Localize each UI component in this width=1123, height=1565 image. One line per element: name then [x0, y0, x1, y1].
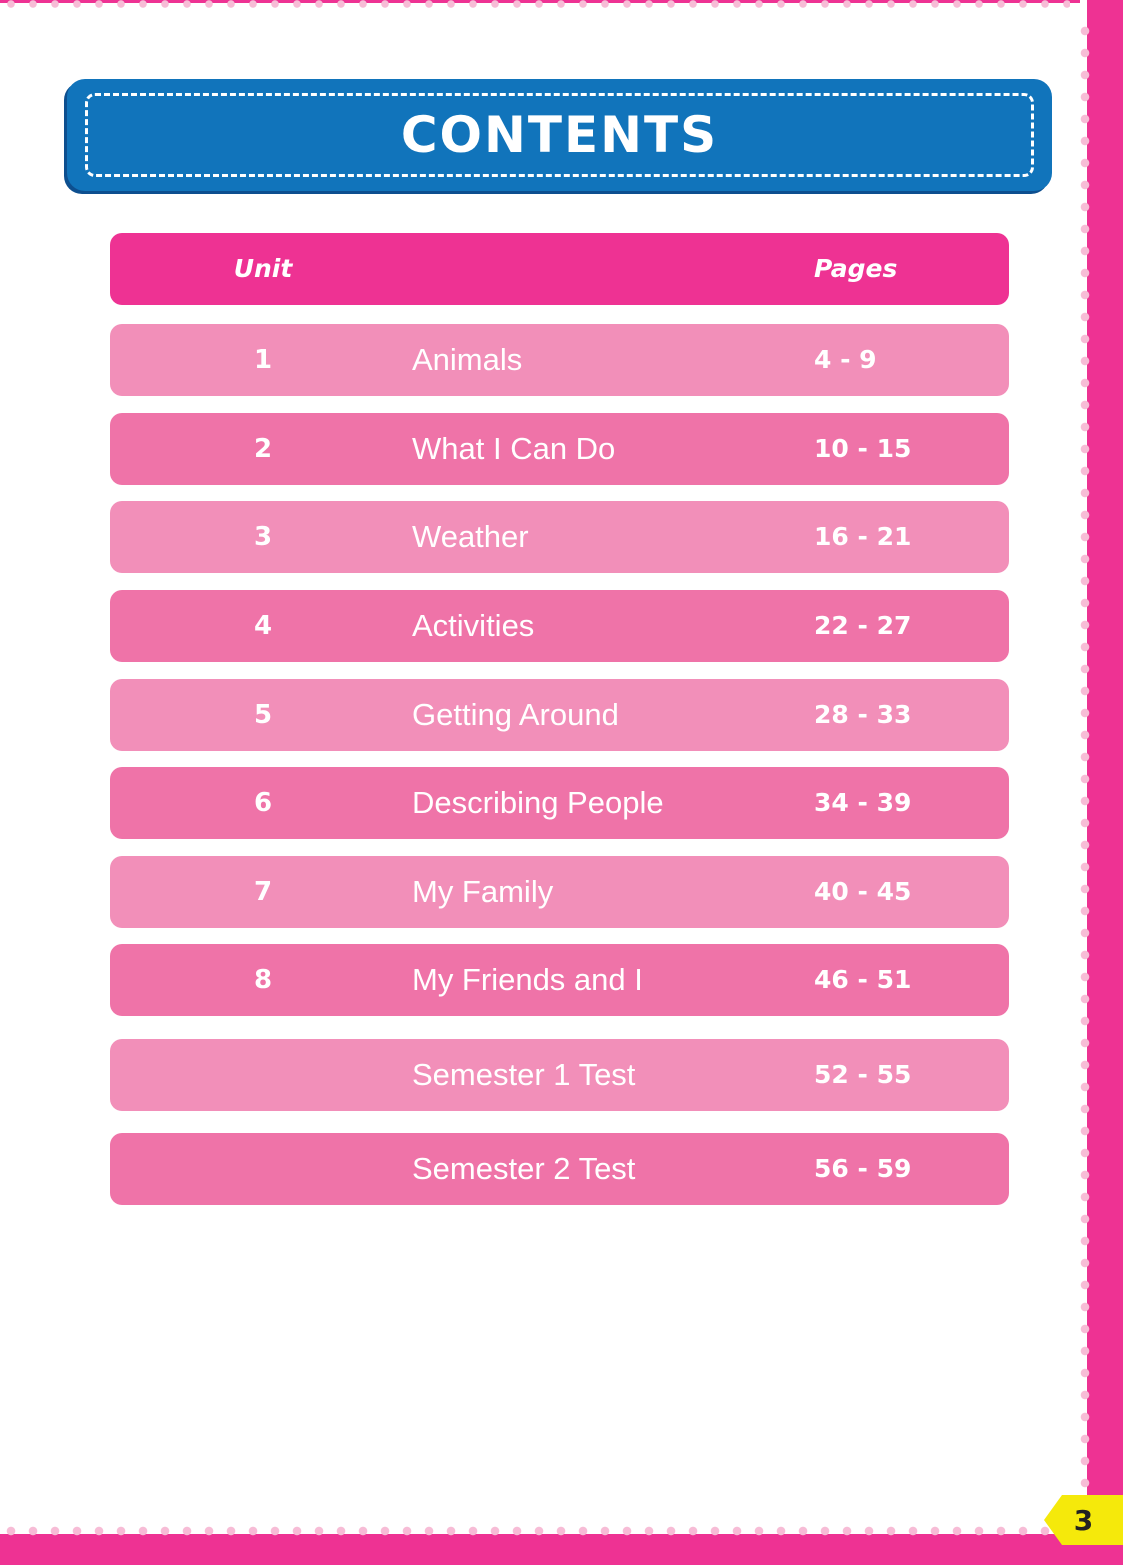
page-range: 22 - 27	[814, 611, 912, 640]
header-pages: Pages	[814, 254, 898, 283]
unit-number: 6	[253, 788, 273, 818]
unit-title: Semester 1 Test	[412, 1057, 636, 1092]
unit-title: Activities	[412, 608, 535, 643]
unit-number: 8	[253, 965, 273, 995]
unit-number: 5	[253, 700, 273, 730]
page-range: 28 - 33	[814, 700, 912, 729]
top-dotted-border	[0, 0, 1070, 8]
table-row: 4 Activities 22 - 27	[110, 590, 1009, 662]
unit-title: My Family	[412, 874, 554, 909]
unit-number: 1	[253, 345, 273, 375]
page-number-badge: 3	[1044, 1495, 1123, 1545]
page-title: CONTENTS	[400, 106, 719, 164]
page-range: 16 - 21	[814, 522, 912, 551]
table-row: 2 What I Can Do 10 - 15	[110, 413, 1009, 485]
unit-title: Semester 2 Test	[412, 1151, 636, 1186]
page-range: 46 - 51	[814, 965, 912, 994]
unit-title: Describing People	[412, 785, 664, 820]
table-row: Semester 2 Test 56 - 59	[110, 1133, 1009, 1205]
unit-number: 7	[253, 877, 273, 907]
bottom-dotted-border	[0, 1526, 1085, 1536]
table-row: Semester 1 Test 52 - 55	[110, 1039, 1009, 1111]
unit-title: My Friends and I	[412, 962, 643, 997]
unit-number	[110, 1133, 416, 1205]
unit-number: 3	[253, 522, 273, 552]
unit-number: 2	[253, 434, 273, 464]
page-range: 34 - 39	[814, 788, 912, 817]
unit-number: 4	[253, 611, 273, 641]
unit-title: What I Can Do	[412, 431, 616, 466]
table-row: 6 Describing People 34 - 39	[110, 767, 1009, 839]
page-range: 4 - 9	[814, 345, 877, 374]
right-dotted-border	[1080, 20, 1090, 1535]
page-range: 40 - 45	[814, 877, 912, 906]
page-range: 56 - 59	[814, 1154, 912, 1183]
unit-title: Getting Around	[412, 697, 619, 732]
table-row: 8 My Friends and I 46 - 51	[110, 944, 1009, 1016]
page-number: 3	[1073, 1503, 1094, 1537]
table-row: 5 Getting Around 28 - 33	[110, 679, 1009, 751]
contents-banner: CONTENTS	[67, 79, 1052, 191]
table-row: 3 Weather 16 - 21	[110, 501, 1009, 573]
right-border	[1087, 0, 1123, 1565]
unit-number	[110, 1039, 416, 1111]
table-row: 1 Animals 4 - 9	[110, 324, 1009, 396]
page-range: 10 - 15	[814, 434, 912, 463]
table-row: 7 My Family 40 - 45	[110, 856, 1009, 928]
banner-dashed-frame: CONTENTS	[85, 93, 1034, 177]
page-range: 52 - 55	[814, 1060, 912, 1089]
table-header: Unit Pages	[110, 233, 1009, 305]
unit-title: Animals	[412, 342, 523, 377]
bottom-border	[0, 1534, 1123, 1565]
header-unit: Unit	[233, 254, 293, 283]
unit-title: Weather	[412, 519, 529, 554]
